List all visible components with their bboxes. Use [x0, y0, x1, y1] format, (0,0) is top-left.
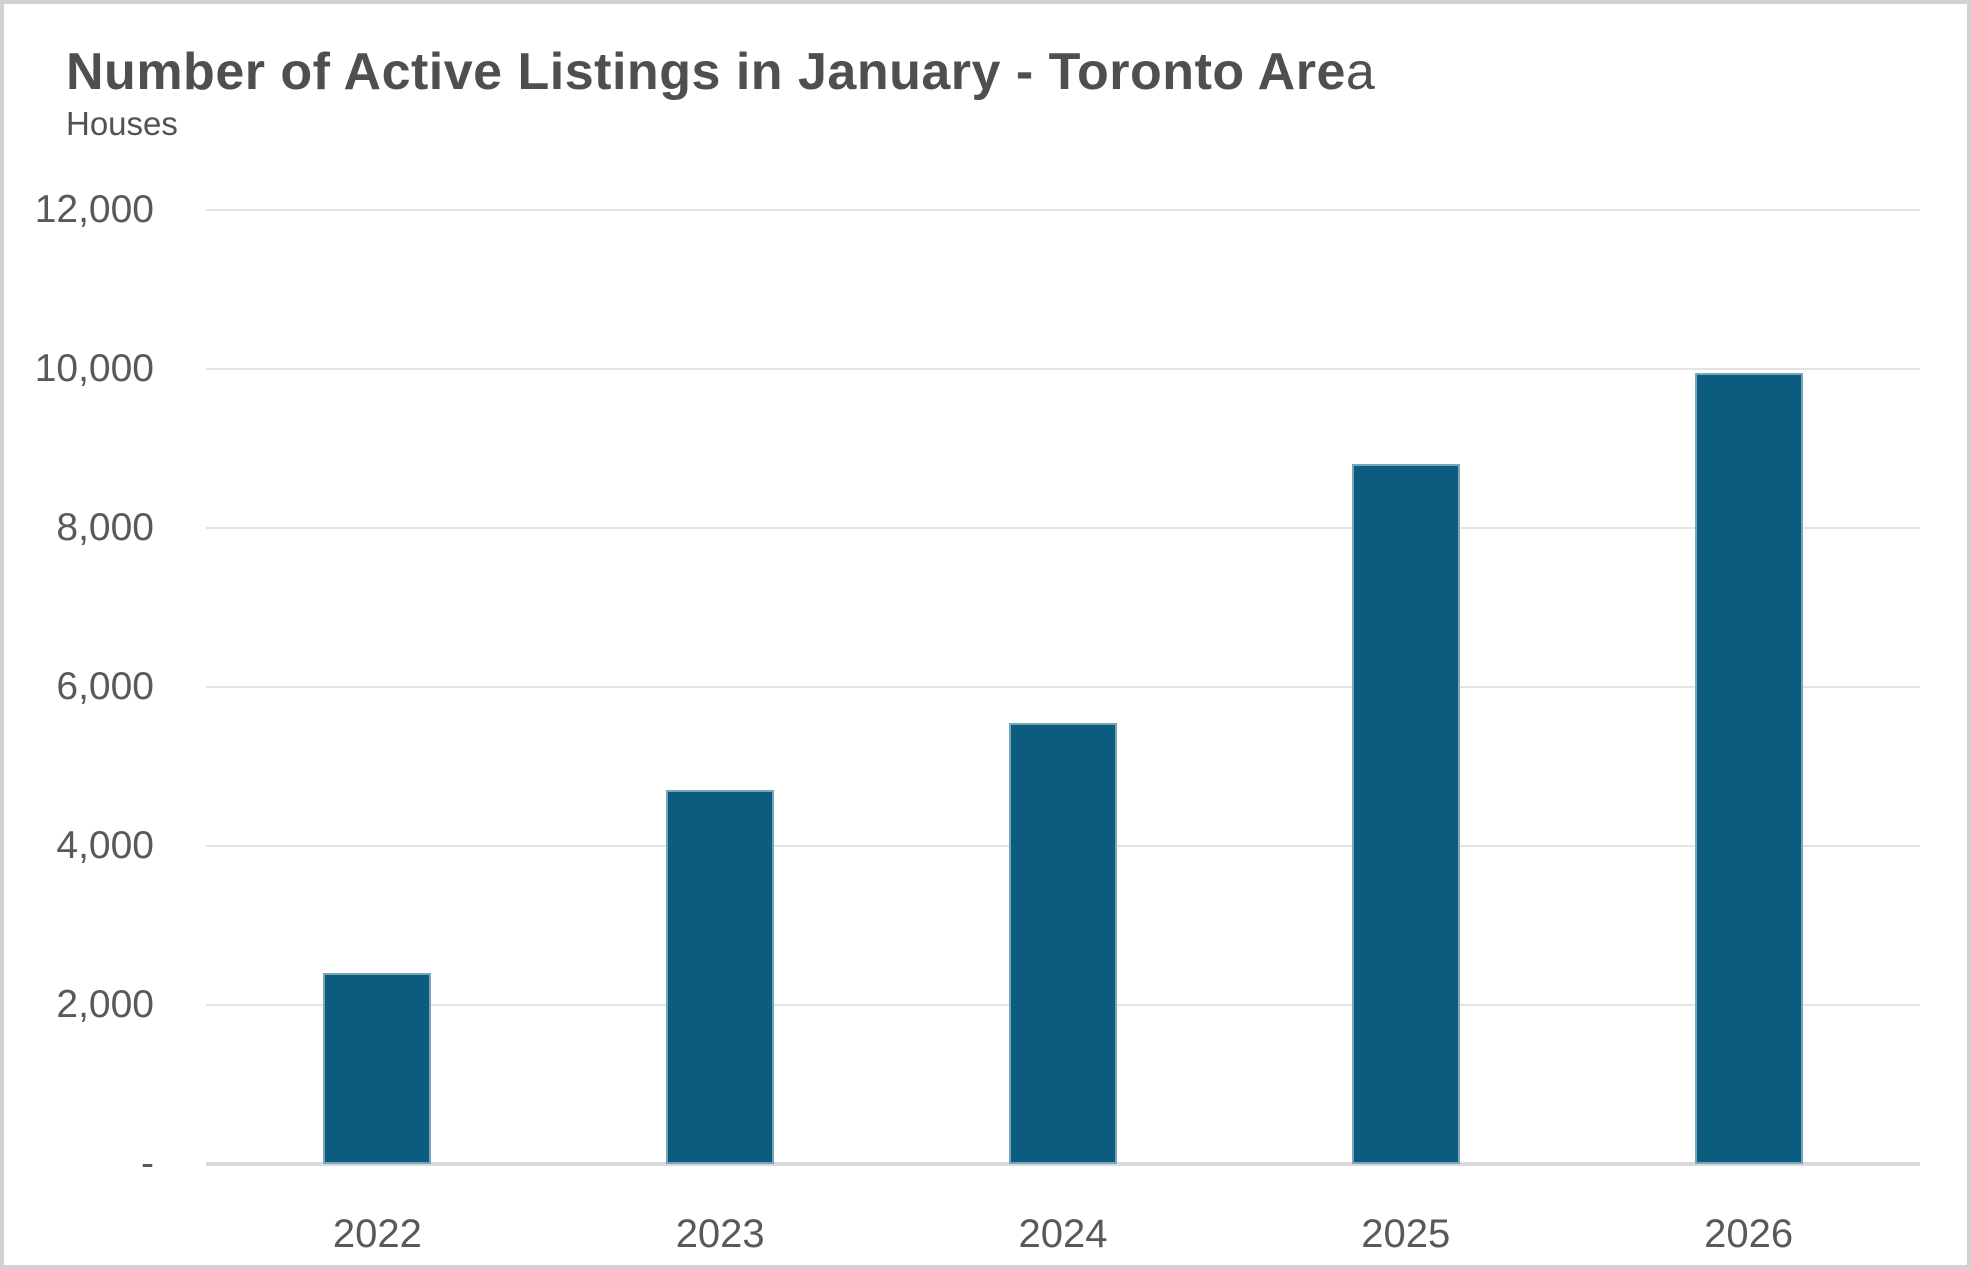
x-tick-label-2026: 2026	[1704, 1212, 1794, 1256]
y-tick-label-2000: 2,000	[56, 983, 154, 1026]
gridline-8000	[206, 527, 1920, 529]
bar-2024	[1009, 722, 1117, 1164]
chart-subtitle: Houses	[66, 105, 178, 142]
x-tick-label-2025: 2025	[1361, 1212, 1451, 1256]
gridline-6000	[206, 686, 1920, 688]
chart-title: Number of Active Listings in January - T…	[66, 43, 1376, 101]
y-tick-label-6000: 6,000	[56, 665, 154, 708]
bar-2023	[666, 790, 775, 1164]
bar-2025	[1351, 464, 1460, 1164]
y-tick-label-4000: 4,000	[56, 824, 154, 867]
bar-2022	[323, 973, 432, 1164]
y-tick-label-0: -	[141, 1142, 154, 1185]
y-tick-label-12000: 12,000	[34, 188, 154, 231]
x-tick-label-2024: 2024	[1018, 1212, 1108, 1256]
x-axis-line	[206, 1162, 1920, 1166]
bar-2026	[1694, 372, 1803, 1164]
chart-title-main: Number of Active Listings in January - T…	[66, 43, 1346, 101]
y-tick-label-10000: 10,000	[34, 347, 154, 390]
gridline-12000	[206, 209, 1920, 211]
y-tick-label-8000: 8,000	[56, 506, 154, 549]
gridline-10000	[206, 368, 1920, 370]
x-tick-label-2023: 2023	[675, 1212, 765, 1256]
x-tick-label-2022: 2022	[332, 1212, 422, 1256]
chart-title-suffix: a	[1345, 43, 1376, 101]
